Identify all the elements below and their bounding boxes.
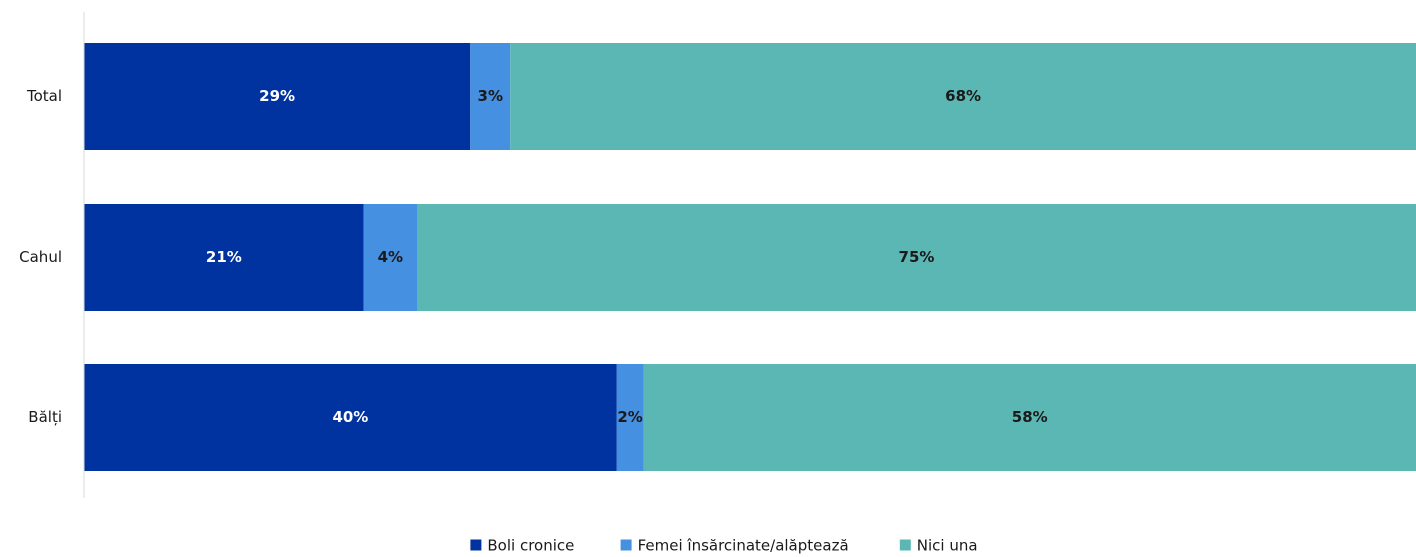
bars-layer (84, 43, 1416, 471)
legend-swatch-nici-una (899, 539, 911, 551)
bar-total-nici-una (510, 43, 1416, 150)
bar-balti-nici-una (643, 364, 1416, 471)
legend-label-nici-una: Nici una (917, 537, 978, 555)
legend-swatch-boli-cronice (470, 539, 482, 551)
legend-item-femei-insarcinate-alapteaza: Femei însărcinate/alăptează (620, 537, 849, 555)
labels-layer: Total 29% 3% 68% Cahul 21% 4% 75% Bălți 40% 2% 58% (19, 87, 1048, 426)
category-label-cahul: Cahul (19, 248, 62, 266)
data-label-cahul-femei-insarcinate-alapteaza: 4% (378, 248, 403, 266)
data-label-total-boli-cronice: 29% (259, 87, 295, 105)
category-label-total: Total (26, 87, 62, 105)
data-label-balti-boli-cronice: 40% (332, 408, 368, 426)
bar-cahul-femei-insarcinate-alapteaza (363, 204, 417, 311)
legend-swatch-femei-insarcinate-alapteaza (620, 539, 632, 551)
bar-cahul-nici-una (417, 204, 1416, 311)
data-label-cahul-nici-una: 75% (899, 248, 935, 266)
category-label-balti: Bălți (28, 408, 62, 426)
legend-label-boli-cronice: Boli cronice (487, 537, 574, 555)
bar-balti-boli-cronice (84, 364, 617, 471)
bar-balti-femei-insarcinate-alapteaza (616, 364, 644, 471)
bar-cahul-boli-cronice (84, 204, 364, 311)
data-label-balti-nici-una: 58% (1012, 408, 1048, 426)
legend-item-boli-cronice: Boli cronice (470, 537, 574, 555)
bar-total-boli-cronice (84, 43, 471, 150)
data-label-cahul-boli-cronice: 21% (206, 248, 242, 266)
bar-total-femei-insarcinate-alapteaza (470, 43, 511, 150)
data-label-total-nici-una: 68% (945, 87, 981, 105)
data-label-balti-femei-insarcinate-alapteaza: 2% (617, 408, 642, 426)
legend-item-nici-una: Nici una (899, 537, 978, 555)
legend-label-femei-insarcinate-alapteaza: Femei însărcinate/alăptează (638, 537, 849, 555)
data-label-total-femei-insarcinate-alapteaza: 3% (478, 87, 503, 105)
legend: Boli cronice Femei însărcinate/alăptează N… (470, 537, 978, 555)
